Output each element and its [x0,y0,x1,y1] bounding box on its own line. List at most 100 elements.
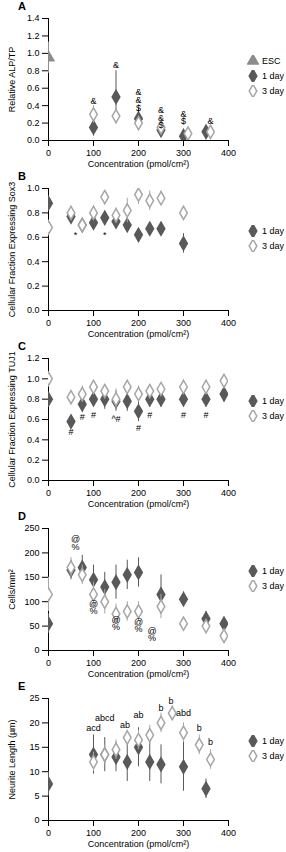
svg-text:#: # [68,427,73,437]
svg-text:300: 300 [176,658,191,668]
svg-text:0: 0 [46,658,51,668]
svg-text:0: 0 [46,488,51,498]
svg-text:abd: abd [176,708,191,718]
svg-text:b: b [168,696,173,706]
svg-text:25: 25 [29,693,39,703]
svg-text:1.0: 1.0 [27,48,40,58]
svg-text:100: 100 [86,318,101,328]
svg-text:Concentration (pmol/cm²): Concentration (pmol/cm²) [88,669,190,679]
svg-text:#: # [136,423,141,433]
svg-text:200: 200 [131,488,146,498]
svg-text:Concentration (pmol/cm²): Concentration (pmol/cm²) [88,329,190,339]
svg-text:$: $ [181,116,186,126]
svg-text:#: # [203,410,208,420]
svg-text:ab: ab [133,710,143,720]
svg-text:0.8: 0.8 [27,208,40,218]
svg-text:0.4: 0.4 [27,101,40,111]
svg-text:#: # [80,412,85,422]
html-text:ESC: ESC [262,56,281,66]
svg-text:Cellular Fraction Expressing T: Cellular Fraction Expressing TUJ1 [7,351,17,487]
svg-text:^#: ^# [111,414,120,424]
svg-text:100: 100 [86,658,101,668]
html-text:1 day: 1 day [262,71,284,81]
svg-text:Concentration (pmol/cm²): Concentration (pmol/cm²) [88,159,190,169]
svg-text:200: 200 [131,828,146,838]
svg-text:&: & [113,60,119,70]
svg-text:Concentration (pmol/cm²): Concentration (pmol/cm²) [88,839,190,849]
svg-text:1.2: 1.2 [27,353,40,363]
svg-text:0: 0 [34,645,39,655]
svg-text:b: b [208,737,213,747]
svg-text:abcd: abcd [95,713,115,723]
svg-text:1.0: 1.0 [27,183,40,193]
svg-text:%: % [112,622,120,632]
svg-text:400: 400 [221,318,236,328]
svg-text:300: 300 [176,828,191,838]
svg-text:$: $ [136,103,141,113]
svg-text:$: $ [158,120,163,130]
svg-text:#: # [91,410,96,420]
svg-text:%: % [89,606,97,616]
svg-text:0.0: 0.0 [27,475,40,485]
svg-text:0.6: 0.6 [27,232,40,242]
svg-text:&: & [90,96,96,106]
svg-text:100: 100 [86,488,101,498]
svg-text:Cellular Fraction Expressing S: Cellular Fraction Expressing Sox3 [7,182,17,318]
svg-text:&: & [207,116,213,126]
svg-text:20: 20 [29,718,39,728]
svg-text:200: 200 [131,148,146,158]
svg-text:300: 300 [176,488,191,498]
svg-text:0.2: 0.2 [27,455,40,465]
svg-text:Cells/mm²: Cells/mm² [7,569,17,610]
svg-text:b: b [158,703,163,713]
svg-text:%: % [134,624,142,634]
svg-text:0.2: 0.2 [27,118,40,128]
svg-text:400: 400 [221,488,236,498]
svg-text:100: 100 [24,597,39,607]
svg-text:0.4: 0.4 [27,435,40,445]
svg-text:10: 10 [29,767,39,777]
svg-text:0.6: 0.6 [27,414,40,424]
svg-text:0.8: 0.8 [27,394,40,404]
svg-text:Neurite Length (µm): Neurite Length (µm) [7,719,17,799]
svg-text:0.0: 0.0 [27,135,40,145]
svg-text:%: % [71,542,79,552]
svg-text:0: 0 [46,148,51,158]
svg-text:Concentration (pmol/cm²): Concentration (pmol/cm²) [88,499,190,509]
svg-text:0: 0 [46,828,51,838]
svg-text:100: 100 [86,148,101,158]
svg-text:0.4: 0.4 [27,257,40,267]
svg-text:300: 300 [176,318,191,328]
svg-text:200: 200 [24,548,39,558]
svg-text:b: b [197,723,202,733]
svg-text:%: % [148,633,156,643]
svg-text:50: 50 [29,621,39,631]
svg-text:400: 400 [221,658,236,668]
svg-text:100: 100 [86,828,101,838]
svg-text:1.4: 1.4 [27,13,40,23]
svg-text:*: * [103,230,107,240]
svg-text:Relative ALP/TP: Relative ALP/TP [7,47,17,113]
svg-text:0.8: 0.8 [27,66,40,76]
svg-text:0.2: 0.2 [27,281,40,291]
svg-text:*: * [74,230,78,240]
svg-text:ab: ab [120,720,130,730]
svg-text:0: 0 [34,815,39,825]
svg-text:250: 250 [24,523,39,533]
svg-text:150: 150 [24,572,39,582]
svg-text:15: 15 [29,742,39,752]
svg-text:300: 300 [176,148,191,158]
svg-text:200: 200 [131,318,146,328]
svg-text:acd: acd [86,723,101,733]
svg-text:0.0: 0.0 [27,305,40,315]
svg-text:0: 0 [46,318,51,328]
svg-text:5: 5 [34,791,39,801]
svg-text:#: # [181,410,186,420]
svg-text:1.0: 1.0 [27,374,40,384]
svg-text:0.6: 0.6 [27,83,40,93]
svg-text:400: 400 [221,148,236,158]
svg-text:200: 200 [131,658,146,668]
svg-text:#: # [147,410,152,420]
svg-text:1.2: 1.2 [27,31,40,41]
svg-text:400: 400 [221,828,236,838]
